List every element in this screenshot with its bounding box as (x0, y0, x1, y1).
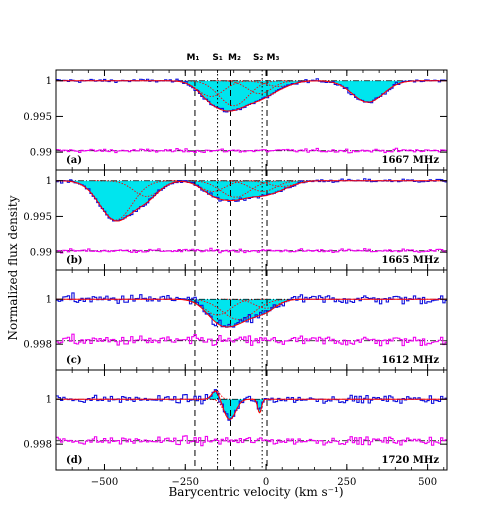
fit-line (56, 180, 447, 222)
y-tick-label: 1 (46, 395, 52, 406)
panel-label: (b) (66, 255, 82, 266)
panel-label: (c) (66, 355, 82, 366)
fit-line (56, 390, 447, 420)
component-fit-line (175, 80, 292, 107)
x-axis: −500 −250 0 250 500 (91, 477, 437, 488)
absorption-fill (56, 299, 447, 327)
y-tick-label: 0.99 (30, 148, 52, 159)
y-tick-label: 1 (46, 176, 52, 187)
panel-label: (a) (66, 155, 82, 166)
x-tick-label: 250 (337, 477, 356, 488)
component-label: M₃ (267, 53, 280, 63)
component-labels: M₁ S₁ M₂ S₂ M₃ (186, 53, 279, 63)
residual-line (56, 435, 447, 447)
x-tick-label: 0 (263, 477, 269, 488)
residual-line (56, 247, 447, 254)
y-axis-title: Normalized flux density (6, 195, 20, 340)
x-tick-label: −500 (91, 477, 118, 488)
component-fit-line (173, 298, 304, 320)
x-axis-title: Barycentric velocity (km s⁻¹) (168, 485, 343, 499)
y-tick-label: 0.998 (23, 340, 52, 351)
component-fit-line (177, 180, 294, 198)
y-tick-label: 0.99 (30, 248, 52, 259)
panel-0: 1 0.995 0.99 (a) 1667 MHz (23, 69, 448, 171)
absorption-fill (56, 80, 447, 112)
component-label: M₂ (228, 53, 241, 63)
panel-stack: 1 0.995 0.99 (a) 1667 MHz 1 0.995 0.99 (b) 1665 M… (23, 69, 448, 471)
fit-line (56, 80, 447, 112)
y-tick-label: 0.995 (23, 112, 52, 123)
component-label: M₁ (186, 53, 199, 63)
panel-line-label: 1667 MHz (381, 155, 439, 166)
residual-line (56, 147, 447, 154)
panel-3: 1 0.998 (d) 1720 MHz (23, 369, 448, 471)
x-tick-label: 500 (418, 477, 437, 488)
panel-line-label: 1665 MHz (381, 255, 439, 266)
y-tick-label: 1 (46, 76, 52, 87)
spectrum-line (56, 292, 447, 328)
panel-line-label: 1720 MHz (381, 455, 439, 466)
x-tick-label: −250 (172, 477, 199, 488)
y-tick-label: 1 (46, 295, 52, 306)
component-fit-line (165, 298, 270, 316)
panel-label: (d) (66, 455, 82, 466)
panel-frame (55, 369, 448, 471)
panel-1: 1 0.995 0.99 (b) 1665 MHz (23, 169, 448, 271)
panel-2: 1 0.998 (c) 1612 MHz (23, 269, 448, 371)
y-tick-label: 0.995 (23, 212, 52, 223)
component-label: S₁ (212, 53, 222, 63)
fit-line (56, 298, 447, 328)
y-tick-label: 0.998 (23, 440, 52, 451)
residual-line (56, 333, 447, 347)
absorption-fill (56, 180, 447, 222)
spectrum-line (56, 389, 447, 421)
component-label: S₂ (253, 53, 263, 63)
panel-line-label: 1612 MHz (381, 355, 439, 366)
